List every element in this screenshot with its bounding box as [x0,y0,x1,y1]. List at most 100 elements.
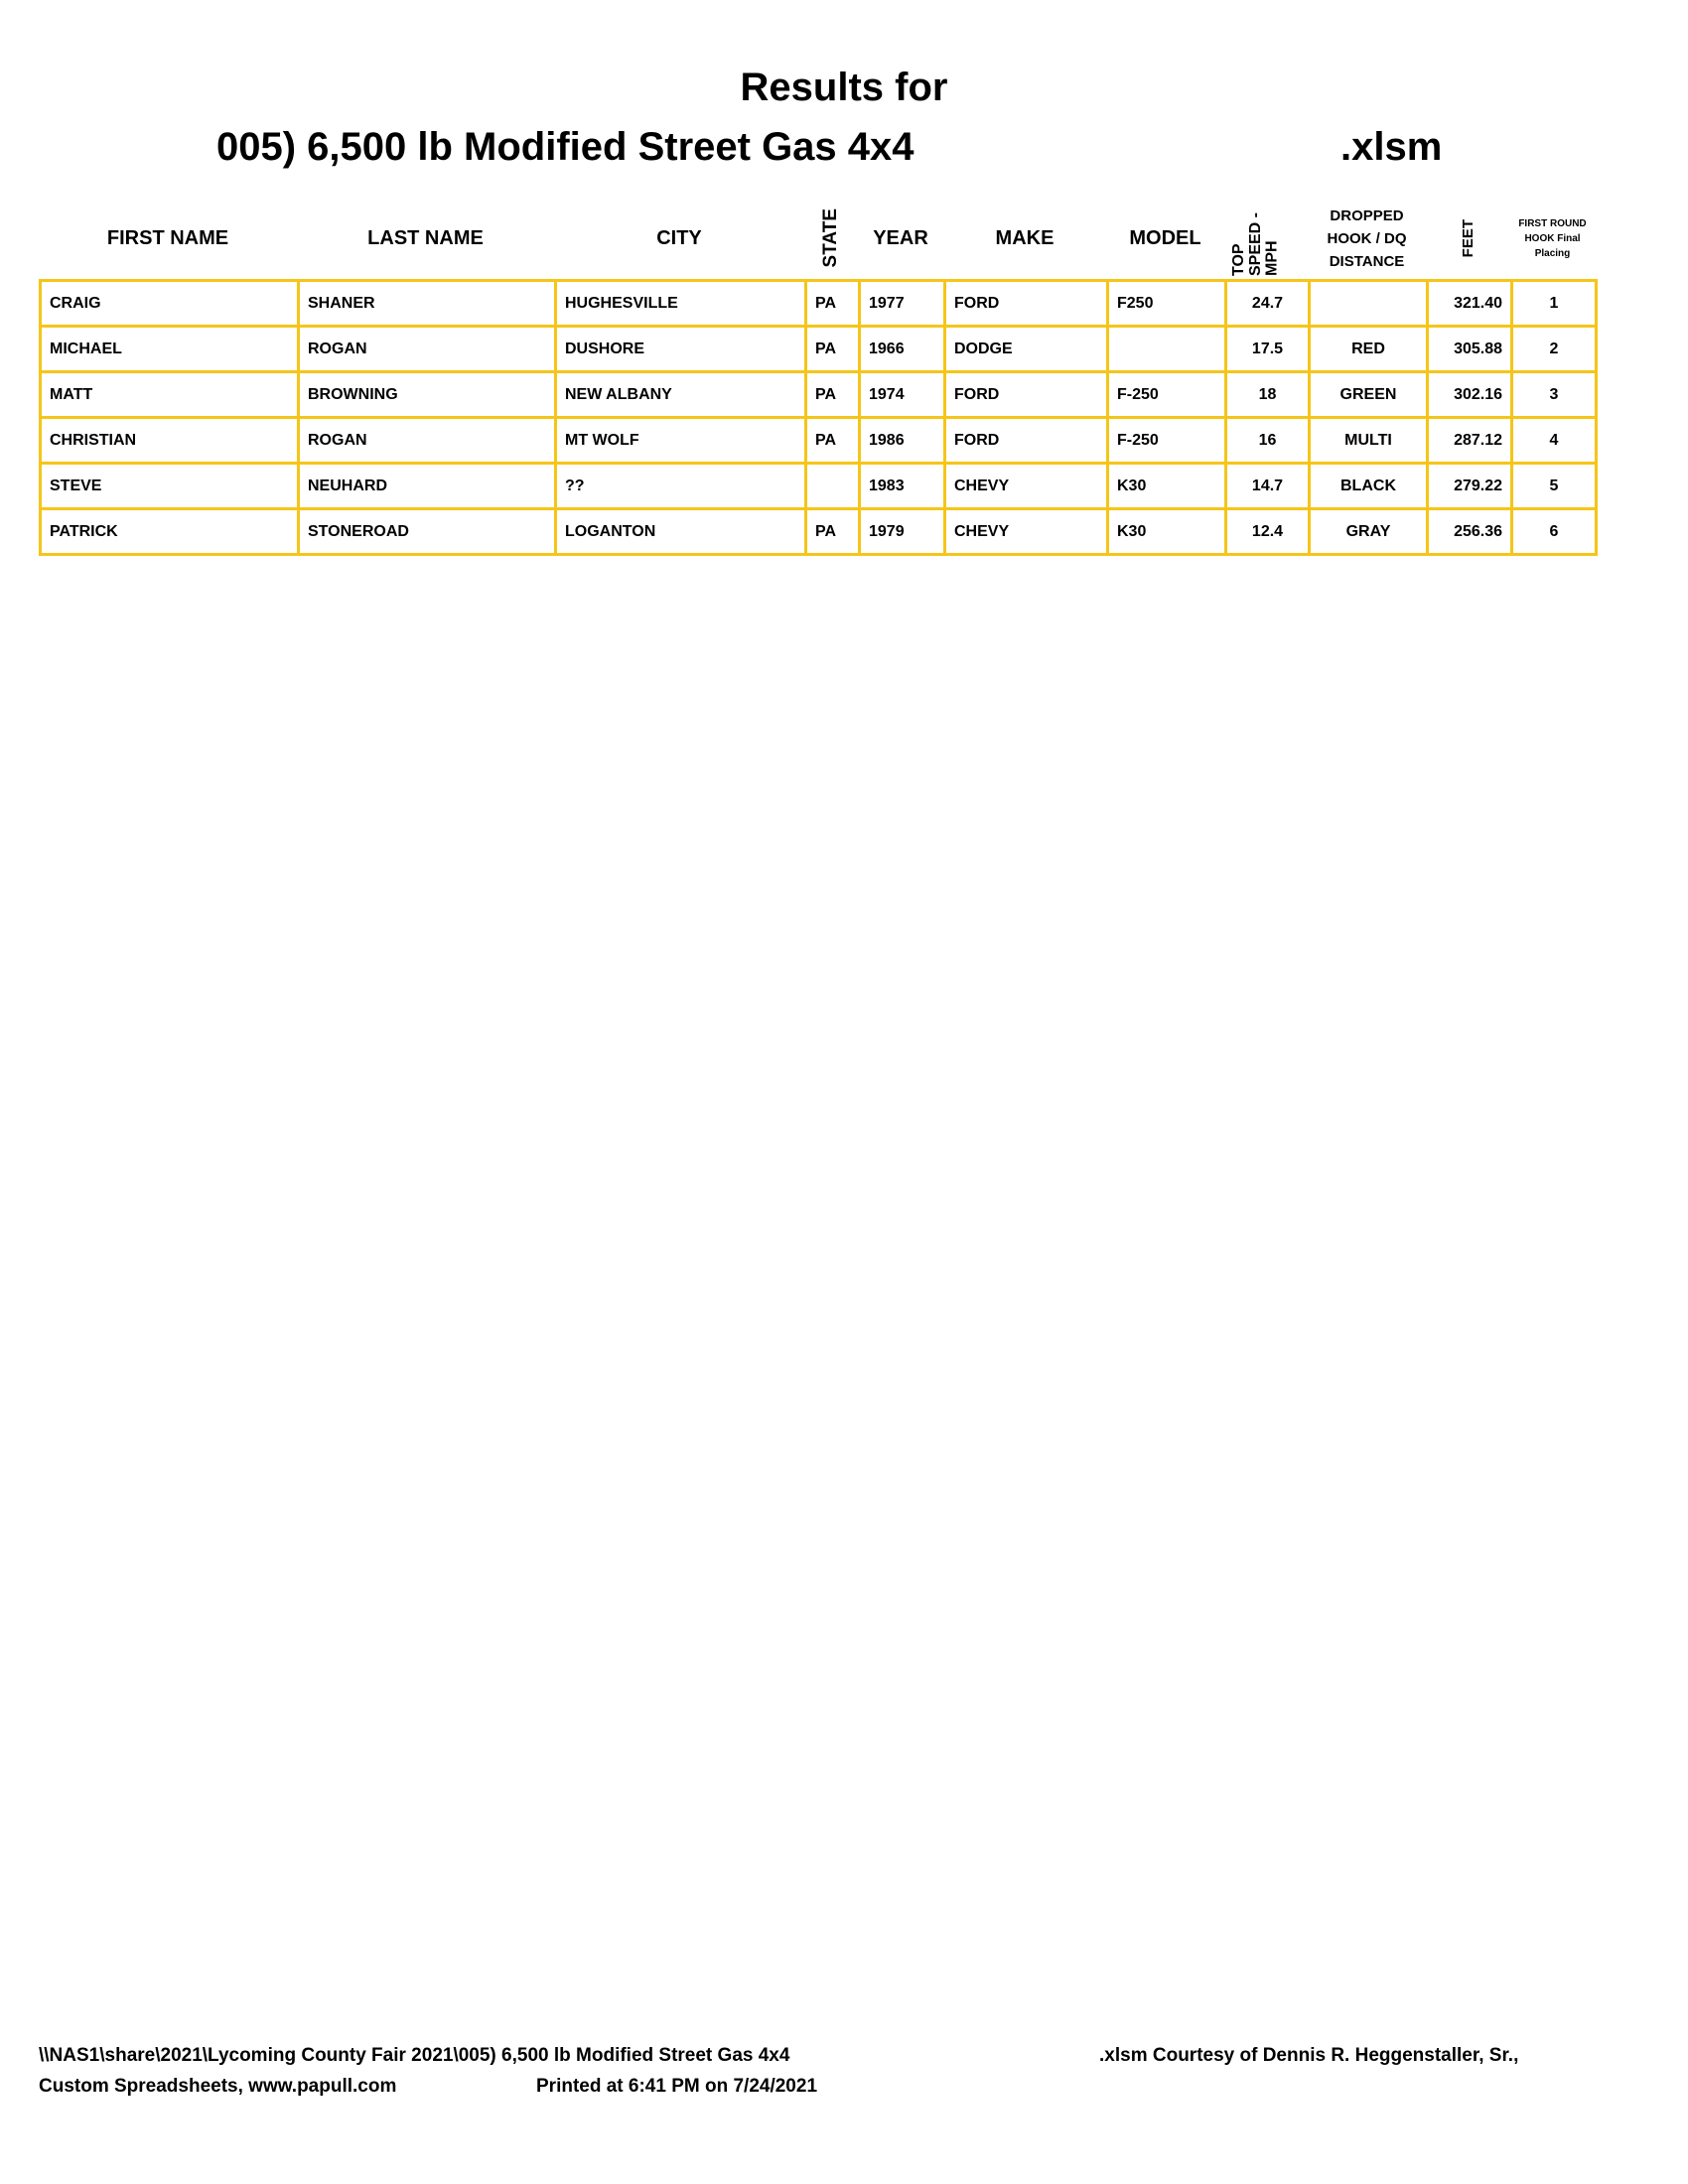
table-cell: 2 [1510,325,1598,373]
table-cell: PA [804,416,861,465]
table-cell: MT WOLF [554,416,807,465]
table-cell: BROWNING [297,370,557,419]
table-cell: GREEN [1308,370,1429,419]
table-row: MATT BROWNING NEW ALBANY PA 1974 FORD F-250 18 G… [39,370,1598,419]
table-cell: 17.5 [1224,325,1311,373]
table-cell: 1966 [858,325,946,373]
table-cell: STONEROAD [297,507,557,556]
table-cell: FORD [943,416,1109,465]
column-header: MODEL [1106,199,1224,278]
table-cell: 1 [1510,279,1598,328]
table-cell: 305.88 [1426,325,1513,373]
column-header: FEET [1426,199,1510,278]
footer-printed: Printed at 6:41 PM on 7/24/2021 [536,2076,818,2097]
table-cell: CHEVY [943,462,1109,510]
table-cell: 1979 [858,507,946,556]
table-cell: PA [804,507,861,556]
table-cell: FORD [943,370,1109,419]
table-cell: CHEVY [943,507,1109,556]
table-cell: DODGE [943,325,1109,373]
table-row: CRAIG SHANER HUGHESVILLE PA 1977 FORD F250 24.7… [39,279,1598,328]
table-cell: 287.12 [1426,416,1513,465]
footer-path: \\NAS1\share\2021\Lycoming County Fair 2… [39,2045,790,2066]
column-header-label: LAST NAME [367,226,484,249]
table-cell: F-250 [1106,416,1227,465]
table-cell: 302.16 [1426,370,1513,419]
table-cell: 1974 [858,370,946,419]
table-cell: ROGAN [297,325,557,373]
table-cell: 1986 [858,416,946,465]
column-header-label: MAKE [995,226,1055,249]
table-cell: DUSHORE [554,325,807,373]
column-header: TOP SPEED - MPH [1224,199,1308,278]
table-cell: 6 [1510,507,1598,556]
title-ext: .xlsm [1340,125,1443,169]
table-cell: 256.36 [1426,507,1513,556]
table-cell: K30 [1106,462,1227,510]
table-cell: CHRISTIAN [39,416,300,465]
column-header: DROPPED HOOK / DQ DISTANCE [1308,199,1426,278]
column-header-label: FIRST ROUND HOOK Final Placing [1518,217,1587,259]
table-cell: 5 [1510,462,1598,510]
table-cell: 4 [1510,416,1598,465]
table-cell: NEUHARD [297,462,557,510]
column-header-label: CITY [656,226,702,249]
column-header: FIRST ROUND HOOK Final Placing [1510,199,1595,278]
table-cell [1308,279,1429,328]
table-cell: 1977 [858,279,946,328]
table-cell: RED [1308,325,1429,373]
table-cell: HUGHESVILLE [554,279,807,328]
table-cell: MULTI [1308,416,1429,465]
footer-custom: Custom Spreadsheets, www.papull.com [39,2076,397,2097]
title-event: 005) 6,500 lb Modified Street Gas 4x4 [216,125,914,169]
table-row: CHRISTIAN ROGAN MT WOLF PA 1986 FORD F-250 16 MU… [39,416,1598,465]
table-row: STEVE NEUHARD?? 1983 CHEVY K30 14.7 BLACK 279.2… [39,462,1598,510]
table-cell: CRAIG [39,279,300,328]
table-cell: SHANER [297,279,557,328]
column-header-label: TOP SPEED - MPH [1230,211,1281,276]
table-cell: PA [804,325,861,373]
footer-courtesy: .xlsm Courtesy of Dennis R. Heggenstalle… [1099,2045,1519,2066]
table-cell: MATT [39,370,300,419]
column-header-label: FIRST NAME [106,226,229,249]
column-header-label: STATE [820,208,842,268]
column-header: FIRST NAME [39,199,297,278]
table-cell: F-250 [1106,370,1227,419]
table-row: MICHAEL ROGAN DUSHORE PA 1966 DODGE 17.5 RED 305… [39,325,1598,373]
title-line1: Results for [740,66,948,109]
column-header: LAST NAME [297,199,554,278]
column-header: CITY [554,199,804,278]
table-cell: 24.7 [1224,279,1311,328]
table-cell: MICHAEL [39,325,300,373]
table-cell: 14.7 [1224,462,1311,510]
table-row: PATRICK STONEROAD LOGANTON PA 1979 CHEVY K30 12… [39,507,1598,556]
table-cell: NEW ALBANY [554,370,807,419]
table-cell: PATRICK [39,507,300,556]
column-header-label: FEET [1459,218,1477,258]
table-cell: K30 [1106,507,1227,556]
results-table: CRAIG SHANER HUGHESVILLE PA 1977 FORD F250 24.7… [39,279,1598,556]
table-cell [1106,325,1227,373]
column-header: STATE [804,199,858,278]
table-cell: BLACK [1308,462,1429,510]
table-cell: 1983 [858,462,946,510]
table-cell: 12.4 [1224,507,1311,556]
table-cell: 18 [1224,370,1311,419]
column-header: YEAR [858,199,943,278]
table-cell: 321.40 [1426,279,1513,328]
table-cell: PA [804,279,861,328]
table-cell: PA [804,370,861,419]
table-cell: 279.22 [1426,462,1513,510]
table-cell: FORD [943,279,1109,328]
table-cell: STEVE [39,462,300,510]
table-cell: GRAY [1308,507,1429,556]
table-cell [804,462,861,510]
column-header-label: YEAR [873,226,928,249]
table-cell: LOGANTON [554,507,807,556]
table-cell: F250 [1106,279,1227,328]
table-cell: ?? [554,462,807,510]
table-cell: 3 [1510,370,1598,419]
column-header: MAKE [943,199,1106,278]
column-header-label: MODEL [1129,226,1201,249]
column-header-label: DROPPED HOOK / DQ DISTANCE [1327,206,1407,270]
